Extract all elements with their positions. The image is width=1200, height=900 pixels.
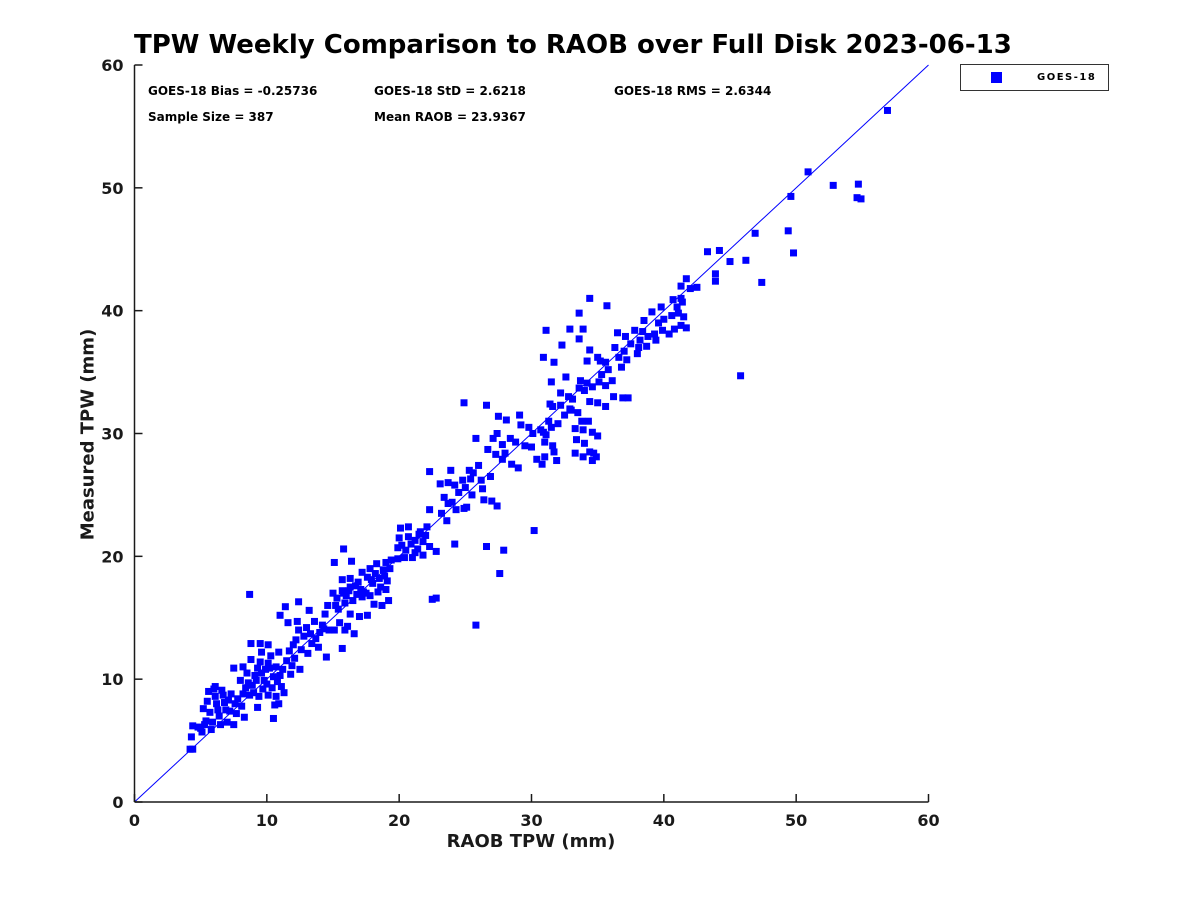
x-tick-label: 0 [129, 811, 140, 830]
x-tick-label: 20 [388, 811, 410, 830]
legend-box: GOES-18 [960, 64, 1109, 91]
y-tick-label: 40 [101, 302, 123, 321]
stat-std: GOES-18 StD = 2.6218 [374, 84, 526, 98]
x-tick-label: 10 [256, 811, 278, 830]
y-tick-label: 30 [101, 425, 123, 444]
y-tick-label: 50 [101, 179, 123, 198]
y-tick-label: 60 [101, 56, 123, 75]
stat-rms: GOES-18 RMS = 2.6344 [614, 84, 772, 98]
x-tick-label: 50 [785, 811, 807, 830]
stat-bias: GOES-18 Bias = -0.25736 [148, 84, 318, 98]
y-tick-label: 10 [101, 670, 123, 689]
stat-sample-size: Sample Size = 387 [148, 110, 274, 124]
x-tick-label: 30 [520, 811, 542, 830]
legend-marker-square-icon [991, 72, 1002, 83]
x-axis-label: RAOB TPW (mm) [446, 831, 616, 852]
y-tick-label: 0 [112, 793, 123, 812]
chart-title: TPW Weekly Comparison to RAOB over Full … [134, 30, 1012, 60]
y-tick-label: 20 [101, 547, 123, 566]
y-axis-label: Measured TPW (mm) [77, 328, 99, 541]
legend-label: GOES-18 [1037, 72, 1097, 83]
x-tick-label: 40 [653, 811, 675, 830]
stat-mean-raob: Mean RAOB = 23.9367 [374, 110, 526, 124]
x-tick-label: 60 [917, 811, 939, 830]
